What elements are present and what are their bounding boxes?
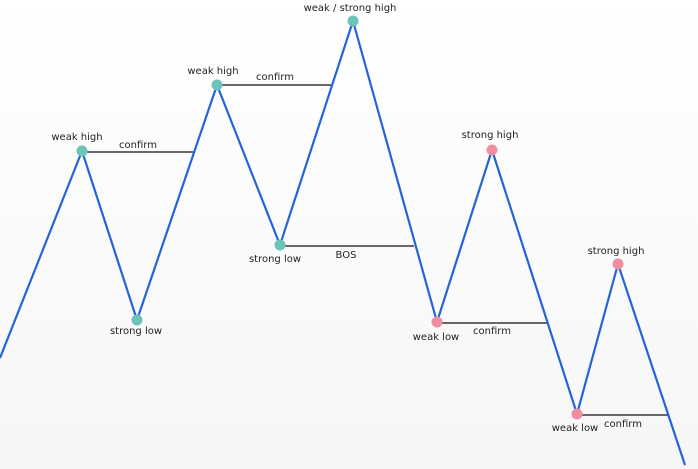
node-label: weak high <box>187 66 238 77</box>
node-label: strong high <box>588 246 645 257</box>
connector-label: BOS <box>336 250 357 261</box>
node-label: weak / strong high <box>304 3 397 14</box>
node-label: weak low <box>552 423 599 434</box>
node-label: weak low <box>413 332 460 343</box>
swing-point <box>431 316 443 328</box>
connector-label: confirm <box>256 72 294 83</box>
node-label: strong low <box>110 326 162 337</box>
swing-point <box>612 258 624 270</box>
node-label: strong high <box>462 130 519 141</box>
node-label: strong low <box>249 254 301 265</box>
swing-point <box>486 144 498 156</box>
node-label: weak high <box>51 132 102 143</box>
connector-label: confirm <box>473 326 511 337</box>
swing-point <box>571 408 583 420</box>
swing-point <box>131 314 143 326</box>
swing-point <box>274 239 286 251</box>
swing-point <box>211 79 223 91</box>
swing-point <box>76 145 88 157</box>
swing-point <box>347 15 359 27</box>
connector-label: confirm <box>119 140 157 151</box>
connector-label: confirm <box>604 419 642 430</box>
